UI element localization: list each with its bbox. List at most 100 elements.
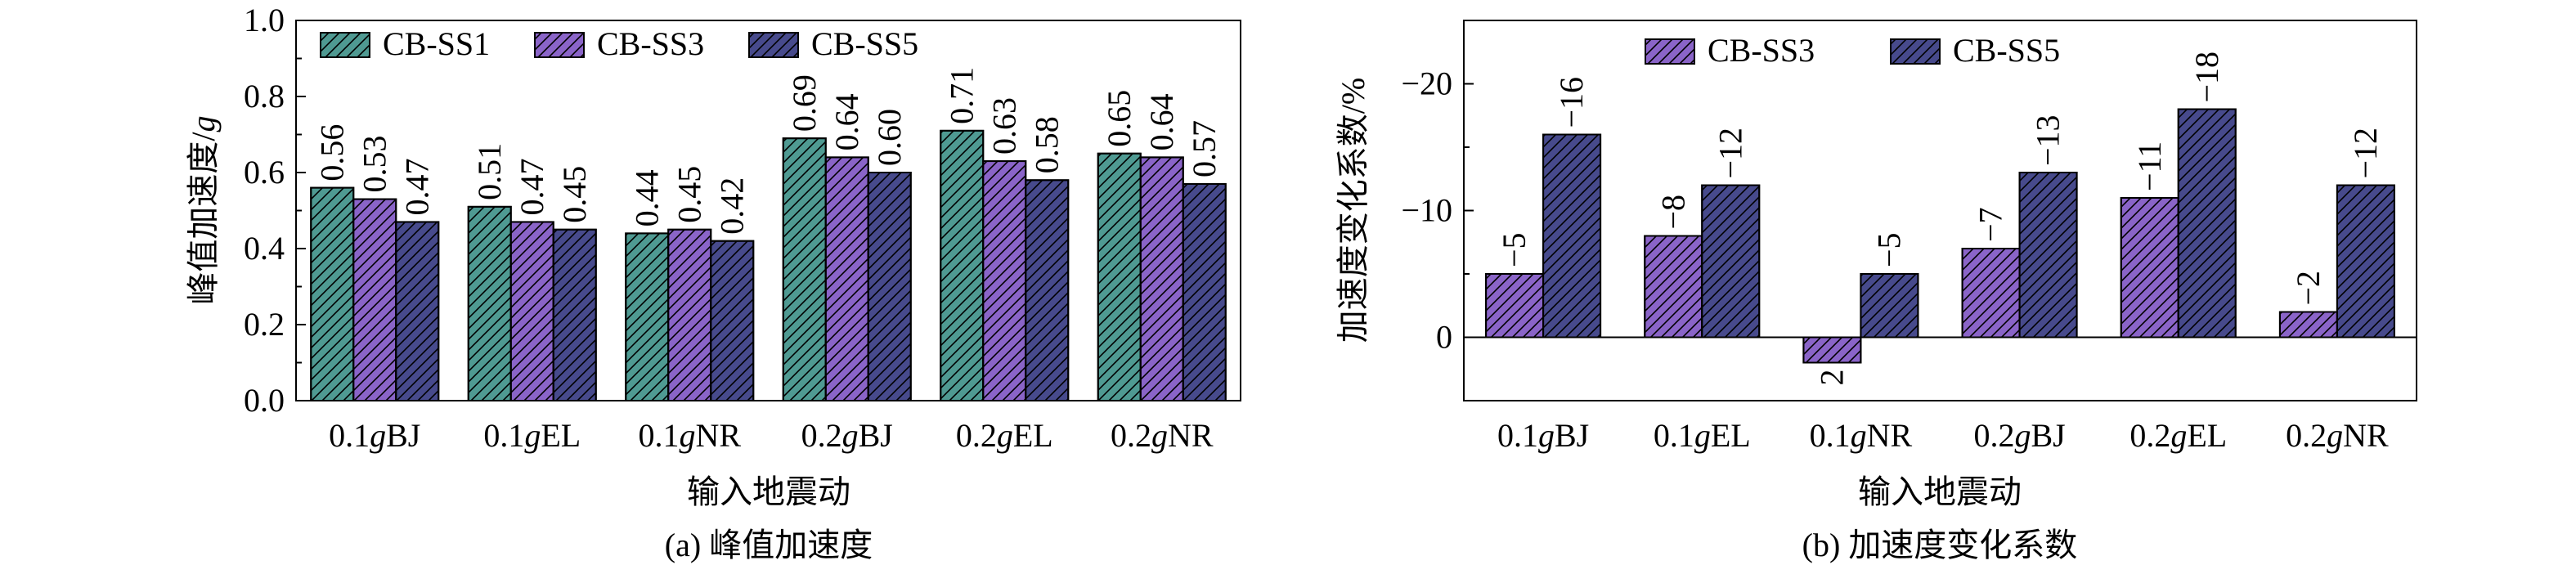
y-tick-label: −10	[1401, 192, 1452, 229]
bar-hatch	[467, 205, 512, 401]
panel-a-peak-acceleration: 0.00.20.40.60.81.0 0.56 0.53 0.47 0.51 0.47 0…	[185, 2, 1241, 563]
data-label: 0.64	[828, 93, 865, 150]
data-label: −18	[2188, 52, 2225, 103]
legend: CB-SS1 CB-SS3 CB-SS5	[320, 25, 918, 62]
x-tick-label: 0.1gNR	[638, 417, 741, 454]
legend-label: CB-SS5	[1953, 32, 2060, 69]
data-label: −5	[1870, 232, 1907, 267]
data-labels: −5 −16 −8 −12 2 −5 −7 −13 −11 −18 −2 −12	[1496, 52, 2384, 386]
bar-hatch	[1860, 273, 1919, 339]
x-tick-label: 0.2gBJ	[801, 417, 893, 454]
y-axis-label: 峰值加速度/g	[185, 115, 222, 304]
data-label: −13	[2030, 114, 2067, 166]
data-label: 0.47	[398, 158, 435, 215]
data-label: −12	[2347, 128, 2384, 179]
x-tick-label: 0.1gEL	[483, 417, 581, 454]
bar-hatch	[1097, 152, 1142, 401]
data-label: 0.53	[356, 136, 393, 193]
bar-group	[1485, 108, 2395, 364]
x-tick-label: 0.1gNR	[1810, 417, 1913, 454]
data-label: 0.58	[1028, 116, 1065, 173]
bar-hatch	[824, 156, 869, 401]
x-axis-label: 输入地震动	[1858, 473, 2022, 510]
x-tick-label: 0.1gEL	[1654, 417, 1751, 454]
data-label: 0.65	[1101, 90, 1138, 147]
bar-hatch	[1802, 336, 1862, 364]
bar-hatch	[867, 172, 912, 401]
x-tick-label: 0.2gNR	[2286, 417, 2389, 454]
y-tick-label: −20	[1401, 65, 1452, 102]
y-axis: 0 −10 −20	[1401, 65, 1474, 356]
data-label: 0.57	[1186, 120, 1223, 177]
legend-label: CB-SS5	[811, 25, 918, 62]
bar-group	[310, 129, 1227, 402]
legend-swatch-hatch	[534, 32, 585, 58]
data-label: 0.64	[1143, 93, 1180, 150]
bar-hatch	[1025, 179, 1070, 402]
bar-hatch	[352, 198, 397, 401]
y-axis: 0.0 0.2 0.4 0.6 0.8 1.0	[244, 2, 306, 419]
data-label: 0.45	[556, 166, 593, 223]
bar-hatch	[2177, 108, 2237, 339]
data-label: 0.47	[514, 158, 550, 215]
data-label: 0.69	[786, 74, 823, 132]
bar-hatch	[1644, 235, 1703, 339]
y-tick-label: 0.8	[244, 78, 285, 114]
bar-hatch	[1542, 133, 1602, 339]
bar-hatch	[1701, 184, 1761, 339]
legend-swatch-hatch	[320, 32, 370, 58]
x-tick-label: 0.2gEL	[2129, 417, 2227, 454]
legend-label: CB-SS3	[1708, 32, 1815, 69]
bar-hatch	[940, 129, 985, 401]
bar-hatch	[2336, 184, 2395, 339]
y-tick-label: 1.0	[244, 2, 285, 38]
bar-hatch	[1139, 156, 1184, 401]
data-label: 0.63	[985, 97, 1022, 155]
bar-hatch	[310, 186, 355, 401]
data-label: −5	[1496, 232, 1533, 267]
bar-hatch	[2120, 197, 2179, 339]
data-label: 0.42	[713, 177, 750, 235]
bar-hatch	[982, 160, 1027, 402]
bar-hatch	[1485, 273, 1545, 339]
bar-hatch	[1182, 182, 1227, 401]
y-tick-label: 0.0	[244, 382, 285, 419]
legend-label: CB-SS3	[597, 25, 704, 62]
data-label: −16	[1553, 77, 1590, 128]
y-tick-label: 0	[1436, 319, 1452, 356]
bar-hatch	[625, 232, 670, 401]
bar-hatch	[2278, 311, 2338, 339]
bar-hatch	[395, 221, 440, 402]
x-tick-label: 0.1gBJ	[1497, 417, 1589, 454]
data-label: 0.51	[471, 143, 508, 200]
caption-b: (b) 加速度变化系数	[1802, 527, 2078, 563]
legend-swatch-hatch	[748, 32, 799, 58]
y-axis-label: 加速度变化系数/%	[1335, 78, 1371, 343]
bar-hatch	[509, 221, 554, 402]
y-tick-label: 0.6	[244, 154, 285, 191]
data-label: 2	[1813, 370, 1850, 386]
y-tick-label: 0.4	[244, 230, 285, 267]
data-label: −7	[1972, 207, 2009, 242]
x-tick-label: 0.1gBJ	[329, 417, 420, 454]
bar-hatch	[2018, 172, 2078, 339]
data-labels: 0.56 0.53 0.47 0.51 0.47 0.45 0.44 0.45 0.420.69…	[313, 67, 1223, 235]
legend-swatch-hatch	[1890, 38, 1941, 65]
data-label: 0.60	[871, 109, 908, 166]
x-tick-label: 0.2gBJ	[1973, 417, 2065, 454]
legend-label: CB-SS1	[383, 25, 490, 62]
bar-hatch	[667, 228, 712, 401]
x-tick-label: 0.2gNR	[1111, 417, 1214, 454]
bar-hatch	[1961, 248, 2021, 339]
legend-swatch-hatch	[1645, 38, 1695, 65]
x-axis: 0.1gBJ 0.1gEL 0.1gNR 0.2gBJ 0.2gEL 0.2gNR	[329, 417, 1214, 454]
caption-a: (a) 峰值加速度	[665, 527, 873, 563]
x-axis-label: 输入地震动	[687, 473, 850, 510]
bar-hatch	[552, 228, 597, 401]
data-label: −11	[2131, 141, 2168, 191]
x-axis: 0.1gBJ 0.1gEL 0.1gNR 0.2gBJ 0.2gEL 0.2gNR	[1497, 417, 2389, 454]
data-label: 0.45	[671, 166, 707, 223]
data-label: 0.56	[313, 124, 350, 182]
bar-hatch	[782, 137, 827, 401]
